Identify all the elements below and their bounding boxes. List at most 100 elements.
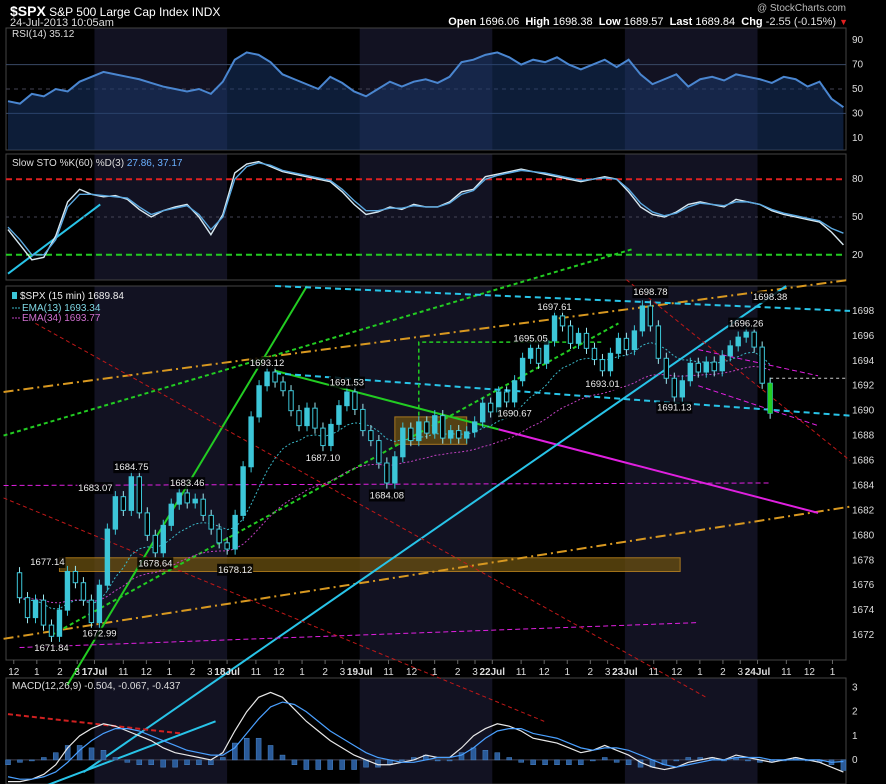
price-candle <box>535 342 542 369</box>
x-tick-label: 1 <box>697 667 703 678</box>
rsi-tick-label: 10 <box>852 133 864 144</box>
macd-line-signal <box>7 701 844 780</box>
sto-legend-values: 27.86, 37.17 <box>127 158 183 169</box>
chg-label: Chg <box>741 16 763 28</box>
price-candle <box>208 509 214 535</box>
price-label: 1671.84 <box>34 643 68 654</box>
macd-hist-bar <box>88 747 95 761</box>
x-tick-label: 2 <box>588 667 594 678</box>
price-label: 1690.67 <box>497 408 531 419</box>
candle-body <box>32 599 39 619</box>
candle-body <box>567 325 574 344</box>
cyan-resistance <box>275 285 851 312</box>
x-tick-label: 11 <box>118 667 129 678</box>
price-tick-label: 1674 <box>852 605 875 616</box>
price-candle <box>647 300 654 332</box>
magenta-channel-b <box>698 385 819 427</box>
price-tick-label: 1678 <box>852 555 875 566</box>
price-label-bg <box>169 477 206 490</box>
candle-body <box>208 514 214 530</box>
price-candle <box>32 594 39 624</box>
price-candle <box>304 402 310 432</box>
rsi-area <box>8 52 844 150</box>
price-label-bg <box>632 286 669 299</box>
price-label: 1693.12 <box>250 358 284 369</box>
candle-body <box>200 498 206 516</box>
price-label-bg <box>304 451 341 464</box>
macd-hist-bar <box>112 757 119 761</box>
price-candle <box>575 327 582 349</box>
x-tick-label: 2 <box>455 667 461 678</box>
candle-body <box>224 542 230 550</box>
candle-body <box>56 609 63 637</box>
price-candle <box>479 397 486 428</box>
candle-body <box>368 430 374 442</box>
candle-body <box>176 492 182 505</box>
macd-hist-bar <box>625 759 632 765</box>
macd-hist-bar <box>351 759 357 770</box>
price-label-bg <box>328 376 365 389</box>
candle-body <box>400 427 406 458</box>
macd-hist-bar <box>52 752 59 761</box>
x-tick-label: 12 <box>273 667 285 678</box>
candle-body <box>248 416 254 468</box>
price-label-bg <box>33 642 70 655</box>
macd-hist-bar <box>673 759 680 762</box>
price-candle <box>296 405 302 432</box>
candle-body <box>336 405 342 425</box>
price-candle <box>448 425 454 444</box>
macd-hist-bar <box>5 759 11 765</box>
price-candle <box>440 410 446 444</box>
macd-hist-bar <box>41 757 47 761</box>
macd-hist-bar <box>291 759 298 765</box>
candle-body <box>743 331 749 338</box>
price-label: 1698.38 <box>753 292 787 303</box>
macd-hist-bar <box>399 759 405 762</box>
ema-legend: EMA(13) 1693.34 <box>22 303 101 314</box>
macd-hist-bar <box>542 759 548 765</box>
macd-hist-bar <box>160 759 166 768</box>
price-candle <box>200 493 206 521</box>
credit: @ StockCharts.com <box>756 3 846 14</box>
candle-body <box>424 421 430 434</box>
price-candle <box>312 402 318 434</box>
price-candle <box>232 509 238 555</box>
macd-hist-bar <box>196 759 202 765</box>
candle-body <box>607 352 614 372</box>
price-label: 1678.12 <box>218 565 252 576</box>
candle-body <box>511 380 518 403</box>
price-legend: $SPX (15 min) 1689.84 <box>20 291 124 302</box>
price-candle <box>336 400 342 430</box>
macd-tick-label: 2 <box>852 707 858 718</box>
magenta-lower <box>19 622 699 649</box>
macd-hist-bar <box>446 759 453 762</box>
price-label: 1683.46 <box>170 478 204 489</box>
rsi-tick-label: 70 <box>852 60 864 71</box>
candle-body <box>599 359 606 372</box>
price-label: 1687.10 <box>306 453 340 464</box>
macd-hist-bar <box>255 737 262 761</box>
price-candle <box>503 386 510 408</box>
price-candle <box>376 434 382 469</box>
macd-hist-bar <box>29 759 35 762</box>
price-candle <box>591 342 598 366</box>
green-step-line <box>418 341 603 416</box>
price-candle <box>272 366 278 388</box>
x-tick-label: 3 <box>737 667 743 678</box>
price-candle <box>416 416 422 447</box>
candle-body <box>256 385 262 418</box>
price-tick-label: 1696 <box>852 331 875 342</box>
price-candle <box>607 347 614 377</box>
high-label: High <box>525 16 550 28</box>
macd-red-trend <box>7 713 182 735</box>
candle-body <box>312 407 318 429</box>
price-tick-label: 1692 <box>852 381 875 392</box>
price-candle <box>567 320 574 349</box>
chg-value: -2.55 (-0.15%) <box>765 16 837 28</box>
candle-body <box>408 427 414 442</box>
x-tick-label: 11 <box>251 667 262 678</box>
macd-hist-bar <box>136 759 143 765</box>
macd-hist-bar <box>494 752 501 761</box>
macd-hist-bar <box>482 750 489 761</box>
candle-body <box>296 410 302 427</box>
